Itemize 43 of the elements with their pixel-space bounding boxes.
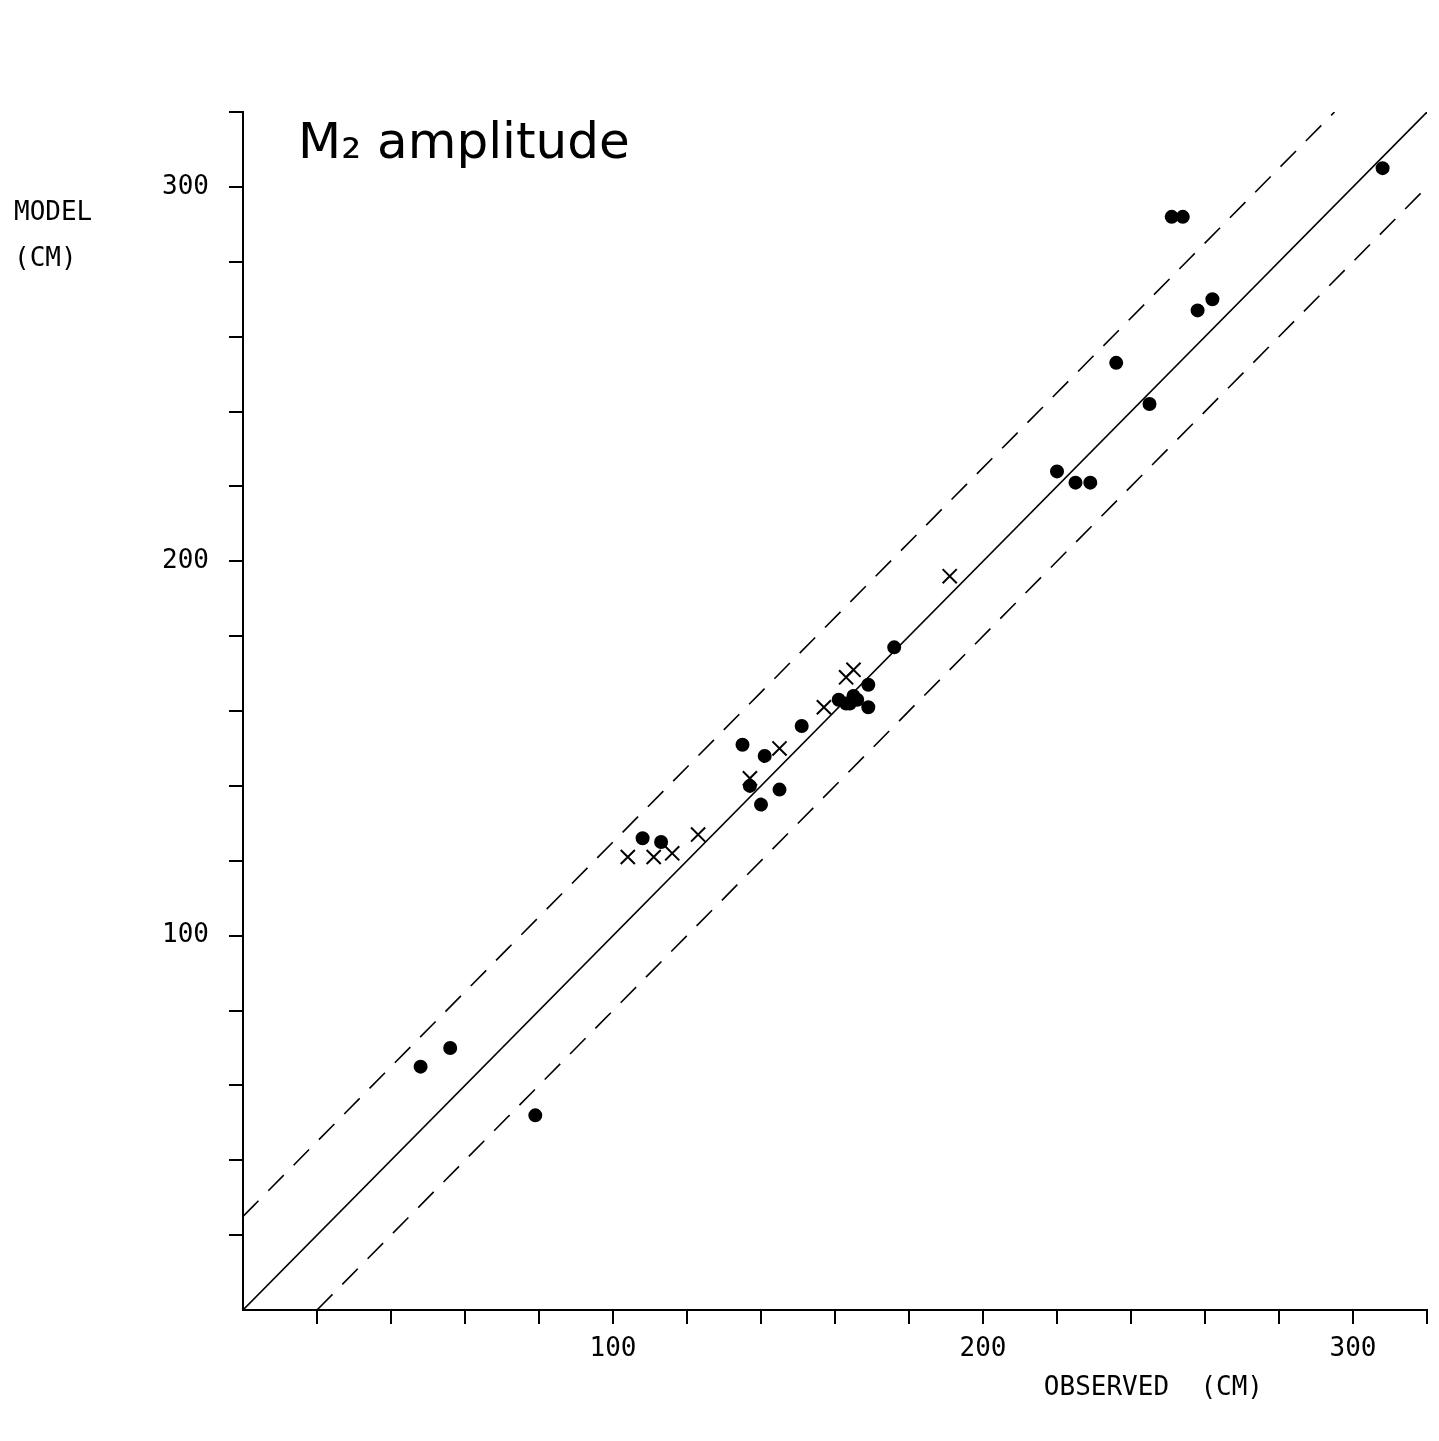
point [1375,161,1390,176]
point [664,845,681,862]
y-tick-label: 300 [162,169,209,200]
point [645,848,662,866]
point [845,661,862,678]
point [1083,475,1098,490]
x-tick-label: 300 [1329,1332,1377,1363]
point [1050,464,1064,479]
point [635,831,650,846]
point [794,718,809,733]
point [690,826,707,843]
point [838,669,855,686]
point [772,782,787,797]
point [1190,303,1205,318]
point [754,797,768,812]
y-tick-label: 100 [162,918,209,949]
point [861,700,876,715]
point [771,740,788,757]
point [1109,355,1124,370]
point [1164,209,1179,224]
point [941,568,958,585]
point [887,640,902,655]
point [815,699,832,716]
x-axis-title: OBSERVED (CM) [1043,1370,1263,1403]
x-tick-label: 200 [959,1332,1007,1363]
point [1175,209,1190,224]
point [861,677,876,692]
point [528,1108,543,1123]
y-tick-label: 200 [162,544,209,574]
point [742,778,757,793]
point [1142,397,1157,412]
chart-title: M₂ amplitude [298,112,630,170]
point [413,1059,428,1074]
y-axis-title: MODEL (CM) [14,195,93,274]
point [735,737,750,752]
point [654,835,669,850]
x-tick-label: 100 [589,1332,637,1363]
point [1068,475,1083,490]
point [443,1040,458,1055]
point [619,848,636,866]
point [741,770,758,787]
point [1205,292,1220,307]
point [757,748,772,763]
